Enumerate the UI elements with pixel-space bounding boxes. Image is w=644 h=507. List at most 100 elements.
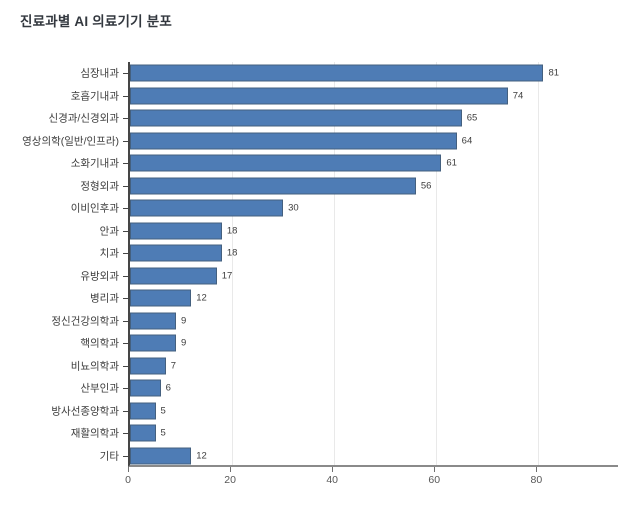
bar-value-label: 9: [180, 337, 187, 349]
bar: [130, 154, 442, 172]
bar: [130, 402, 156, 420]
y-category-label: 안과: [99, 225, 119, 238]
y-category-label: 신경과/신경외과: [48, 112, 119, 125]
y-category-label: 재활의학과: [70, 427, 119, 440]
bar-row: 30: [123, 197, 618, 220]
bar-value-label: 12: [196, 450, 207, 462]
bar: [130, 199, 284, 217]
y-category-label: 호흡기내과: [70, 90, 119, 103]
x-tick-mark: [230, 467, 232, 472]
bar-row: 12: [123, 445, 618, 468]
x-tick-label: 60: [428, 474, 441, 486]
bar: [130, 222, 222, 240]
y-tick-mark: [123, 433, 128, 435]
y-tick-mark: [123, 185, 128, 187]
bar: [130, 87, 508, 105]
bar: [130, 447, 192, 465]
y-tick-mark: [123, 275, 128, 277]
bar-row: 7: [123, 355, 618, 378]
y-category-label: 정형외과: [80, 180, 119, 193]
y-category-label: 유방외과: [80, 270, 119, 283]
bar-row: 61: [123, 152, 618, 175]
chart-title: 진료과별 AI 의료기기 분포: [20, 14, 172, 29]
bar-value-label: 7: [170, 360, 177, 372]
bar-value-label: 17: [221, 270, 233, 282]
bar-row: 64: [123, 130, 618, 153]
y-tick-mark: [123, 388, 128, 390]
bar-value-label: 6: [165, 382, 171, 394]
bar-row: 6: [123, 377, 618, 400]
bar-row: 56: [123, 175, 618, 198]
y-tick-mark: [123, 73, 128, 75]
bar-value-label: 64: [461, 135, 473, 147]
bar-value-label: 74: [512, 90, 524, 102]
x-tick-label: 0: [125, 474, 131, 486]
x-tick-mark: [128, 467, 129, 472]
bar-value-label: 12: [196, 292, 207, 304]
x-axis: 0 20 40 60 80: [125, 467, 618, 497]
bar-row: 17: [123, 265, 618, 288]
y-tick-mark: [123, 343, 128, 345]
bar-value-label: 5: [160, 405, 166, 417]
x-tick-label: 40: [326, 474, 338, 486]
y-tick-mark: [123, 253, 128, 255]
bar: [130, 357, 166, 375]
gridline: [435, 62, 437, 465]
bar-row: 5: [123, 400, 618, 423]
bar: [130, 312, 176, 330]
y-tick-mark: [123, 298, 128, 300]
bar-value-label: 18: [226, 247, 238, 259]
bar-row: 5: [123, 422, 618, 445]
bar-value-label: 56: [420, 180, 432, 192]
bar: [130, 379, 161, 397]
bar-value-label: 61: [446, 157, 457, 169]
y-category-label: 이비인후과: [70, 202, 119, 215]
bar-value-label: 9: [180, 315, 187, 327]
y-category-label: 심장내과: [80, 67, 119, 80]
bar-row: 74: [123, 85, 618, 108]
gridline: [231, 62, 233, 465]
y-tick-mark: [123, 208, 128, 210]
bar: [130, 244, 222, 262]
bar-value-label: 30: [288, 202, 299, 214]
x-tick-label: 20: [224, 474, 236, 486]
bar: [130, 64, 544, 82]
y-category-label: 병리과: [90, 292, 119, 305]
bar: [130, 334, 176, 352]
y-category-label: 핵의학과: [80, 337, 119, 350]
bar: [130, 177, 416, 195]
gridline: [537, 62, 539, 465]
y-tick-mark: [123, 95, 128, 97]
bar: [130, 132, 457, 150]
bar-value-label: 65: [466, 112, 478, 124]
y-category-label: 소화기내과: [70, 157, 119, 170]
gridline: [333, 62, 335, 465]
y-tick-mark: [123, 455, 128, 457]
plot-area: 81 74 65 64 61 56 30 18 18 17 12 9 9 7 6 5 5 12: [123, 62, 618, 468]
y-tick-mark: [123, 230, 128, 232]
bar-row: 9: [123, 332, 618, 355]
bar-value-label: 18: [226, 225, 238, 237]
y-category-label: 방사선종양학과: [51, 405, 119, 418]
y-category-label: 영상의학(일반/인프라): [22, 135, 119, 148]
y-category-label: 정신건강의학과: [51, 315, 119, 328]
y-tick-mark: [123, 365, 128, 367]
x-tick-label: 80: [530, 474, 543, 486]
bar-row: 18: [123, 242, 618, 265]
y-category-label: 치과: [99, 247, 119, 260]
bar: [130, 109, 462, 127]
bar-value-label: 5: [160, 427, 166, 439]
bar: [130, 424, 156, 442]
y-tick-mark: [123, 140, 128, 142]
bar-row: 9: [123, 310, 618, 333]
y-category-label: 산부인과: [80, 382, 119, 395]
x-tick-mark: [434, 467, 436, 472]
x-tick-mark: [536, 467, 538, 472]
y-category-label: 기타: [99, 450, 119, 463]
y-tick-mark: [123, 320, 128, 322]
bar-row: 81: [123, 62, 618, 85]
x-tick-mark: [332, 467, 334, 472]
bar-row: 12: [123, 287, 618, 310]
bar-row: 18: [123, 220, 618, 243]
